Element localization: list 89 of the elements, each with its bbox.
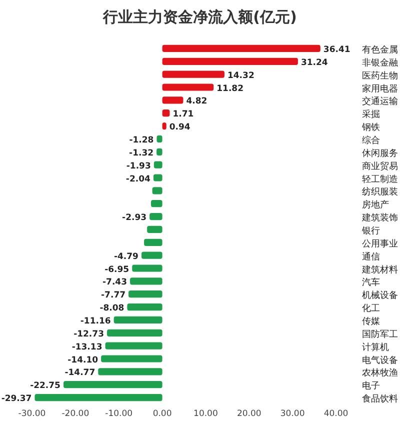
bar xyxy=(141,252,162,259)
bar xyxy=(162,110,170,117)
data-label: 1.71 xyxy=(172,110,194,120)
data-label: -1.28 xyxy=(129,135,154,146)
data-label: -8.08 xyxy=(100,304,124,314)
bar xyxy=(114,316,162,324)
data-label: -11.16 xyxy=(80,316,111,326)
bar xyxy=(34,394,162,402)
data-label: -6.95 xyxy=(104,264,130,275)
y-tick-label: 国防军工 xyxy=(362,328,398,340)
bar xyxy=(156,148,162,156)
bar xyxy=(162,96,184,104)
bar xyxy=(162,122,166,130)
y-tick-label: 食品饮料 xyxy=(362,394,398,405)
bar xyxy=(98,368,162,376)
x-tick-label: 10.00 xyxy=(194,409,218,419)
data-label: -1.32 xyxy=(129,148,154,158)
data-label: 31.24 xyxy=(300,58,328,68)
bar xyxy=(130,278,162,285)
y-tick-label: 医药生物 xyxy=(362,70,398,82)
bar xyxy=(150,200,162,208)
y-tick-label: 交通运输 xyxy=(362,96,398,108)
data-label: -12.73 xyxy=(74,329,104,340)
data-label: -7.43 xyxy=(102,278,128,288)
y-tick-label: 商业贸易 xyxy=(362,160,398,172)
x-tick-label: -10.00 xyxy=(105,409,133,419)
x-tick-label: 30.00 xyxy=(280,409,305,419)
y-tick-label: 建筑材料 xyxy=(361,264,398,276)
y-tick-label: 采掘 xyxy=(362,109,380,120)
data-label: -4.79 xyxy=(114,252,139,262)
y-tick-label: 银行 xyxy=(361,225,380,236)
y-tick-label: 纺织服装 xyxy=(362,186,398,198)
bar xyxy=(150,212,162,220)
data-label: -2.93 xyxy=(122,213,147,224)
data-label: -13.13 xyxy=(72,342,102,352)
y-tick-label: 化工 xyxy=(362,303,380,314)
data-label: -7.77 xyxy=(101,290,126,301)
y-tick-label: 休闲服务 xyxy=(362,148,398,159)
y-tick-label: 钢铁 xyxy=(361,122,380,134)
chart-title: 行业主力资金净流入额(亿元) xyxy=(102,8,297,26)
x-tick-label: -20.00 xyxy=(62,409,90,419)
y-tick-label: 非银金融 xyxy=(362,57,398,68)
bar xyxy=(152,187,162,194)
data-label: 14.32 xyxy=(227,70,254,81)
bar xyxy=(162,70,224,78)
y-tick-label: 农林牧渔 xyxy=(362,368,398,379)
y-tick-label: 建筑装饰 xyxy=(361,212,398,224)
bar xyxy=(127,303,162,311)
bar xyxy=(154,161,162,168)
x-tick-label: 40.00 xyxy=(324,409,348,419)
data-label: -22.75 xyxy=(30,381,61,392)
bar xyxy=(162,44,320,52)
y-tick-label: 汽车 xyxy=(362,277,380,288)
data-label: -29.37 xyxy=(1,394,32,404)
bar xyxy=(105,342,162,350)
data-label: 4.82 xyxy=(186,96,208,107)
data-label: 36.41 xyxy=(323,44,350,55)
data-label: -2.04 xyxy=(126,174,151,184)
x-tick-label: 20.00 xyxy=(236,409,262,419)
bar xyxy=(132,264,162,272)
y-tick-label: 电子 xyxy=(362,380,380,392)
x-tick-label: 0.00 xyxy=(152,409,172,419)
y-tick-label: 轻工制造 xyxy=(362,174,398,185)
y-tick-label: 通信 xyxy=(362,251,380,262)
data-label: 0.94 xyxy=(169,122,190,133)
y-tick-label: 家用电器 xyxy=(362,83,398,94)
y-tick-label: 电气设备 xyxy=(362,354,398,366)
data-label: 11.82 xyxy=(216,84,244,94)
bar xyxy=(162,84,214,91)
y-tick-label: 机械设备 xyxy=(362,290,398,302)
y-tick-label: 房地产 xyxy=(362,200,389,211)
data-label: -1.93 xyxy=(126,161,151,172)
data-label: -14.10 xyxy=(68,355,98,366)
y-tick-label: 有色金属 xyxy=(362,44,398,56)
bar xyxy=(144,238,162,246)
bar xyxy=(162,58,298,65)
bar xyxy=(147,226,162,234)
bar xyxy=(101,355,162,362)
bar xyxy=(63,381,162,388)
bar xyxy=(128,290,162,298)
bar xyxy=(153,174,162,182)
data-label: -14.77 xyxy=(64,368,96,378)
y-tick-label: 传媒 xyxy=(362,316,380,327)
bar xyxy=(107,329,162,336)
y-tick-label: 综合 xyxy=(362,134,380,146)
y-tick-label: 计算机 xyxy=(362,342,389,353)
x-tick-label: -30.00 xyxy=(18,409,46,419)
bar xyxy=(156,135,162,143)
y-tick-label: 公用事业 xyxy=(362,238,398,250)
